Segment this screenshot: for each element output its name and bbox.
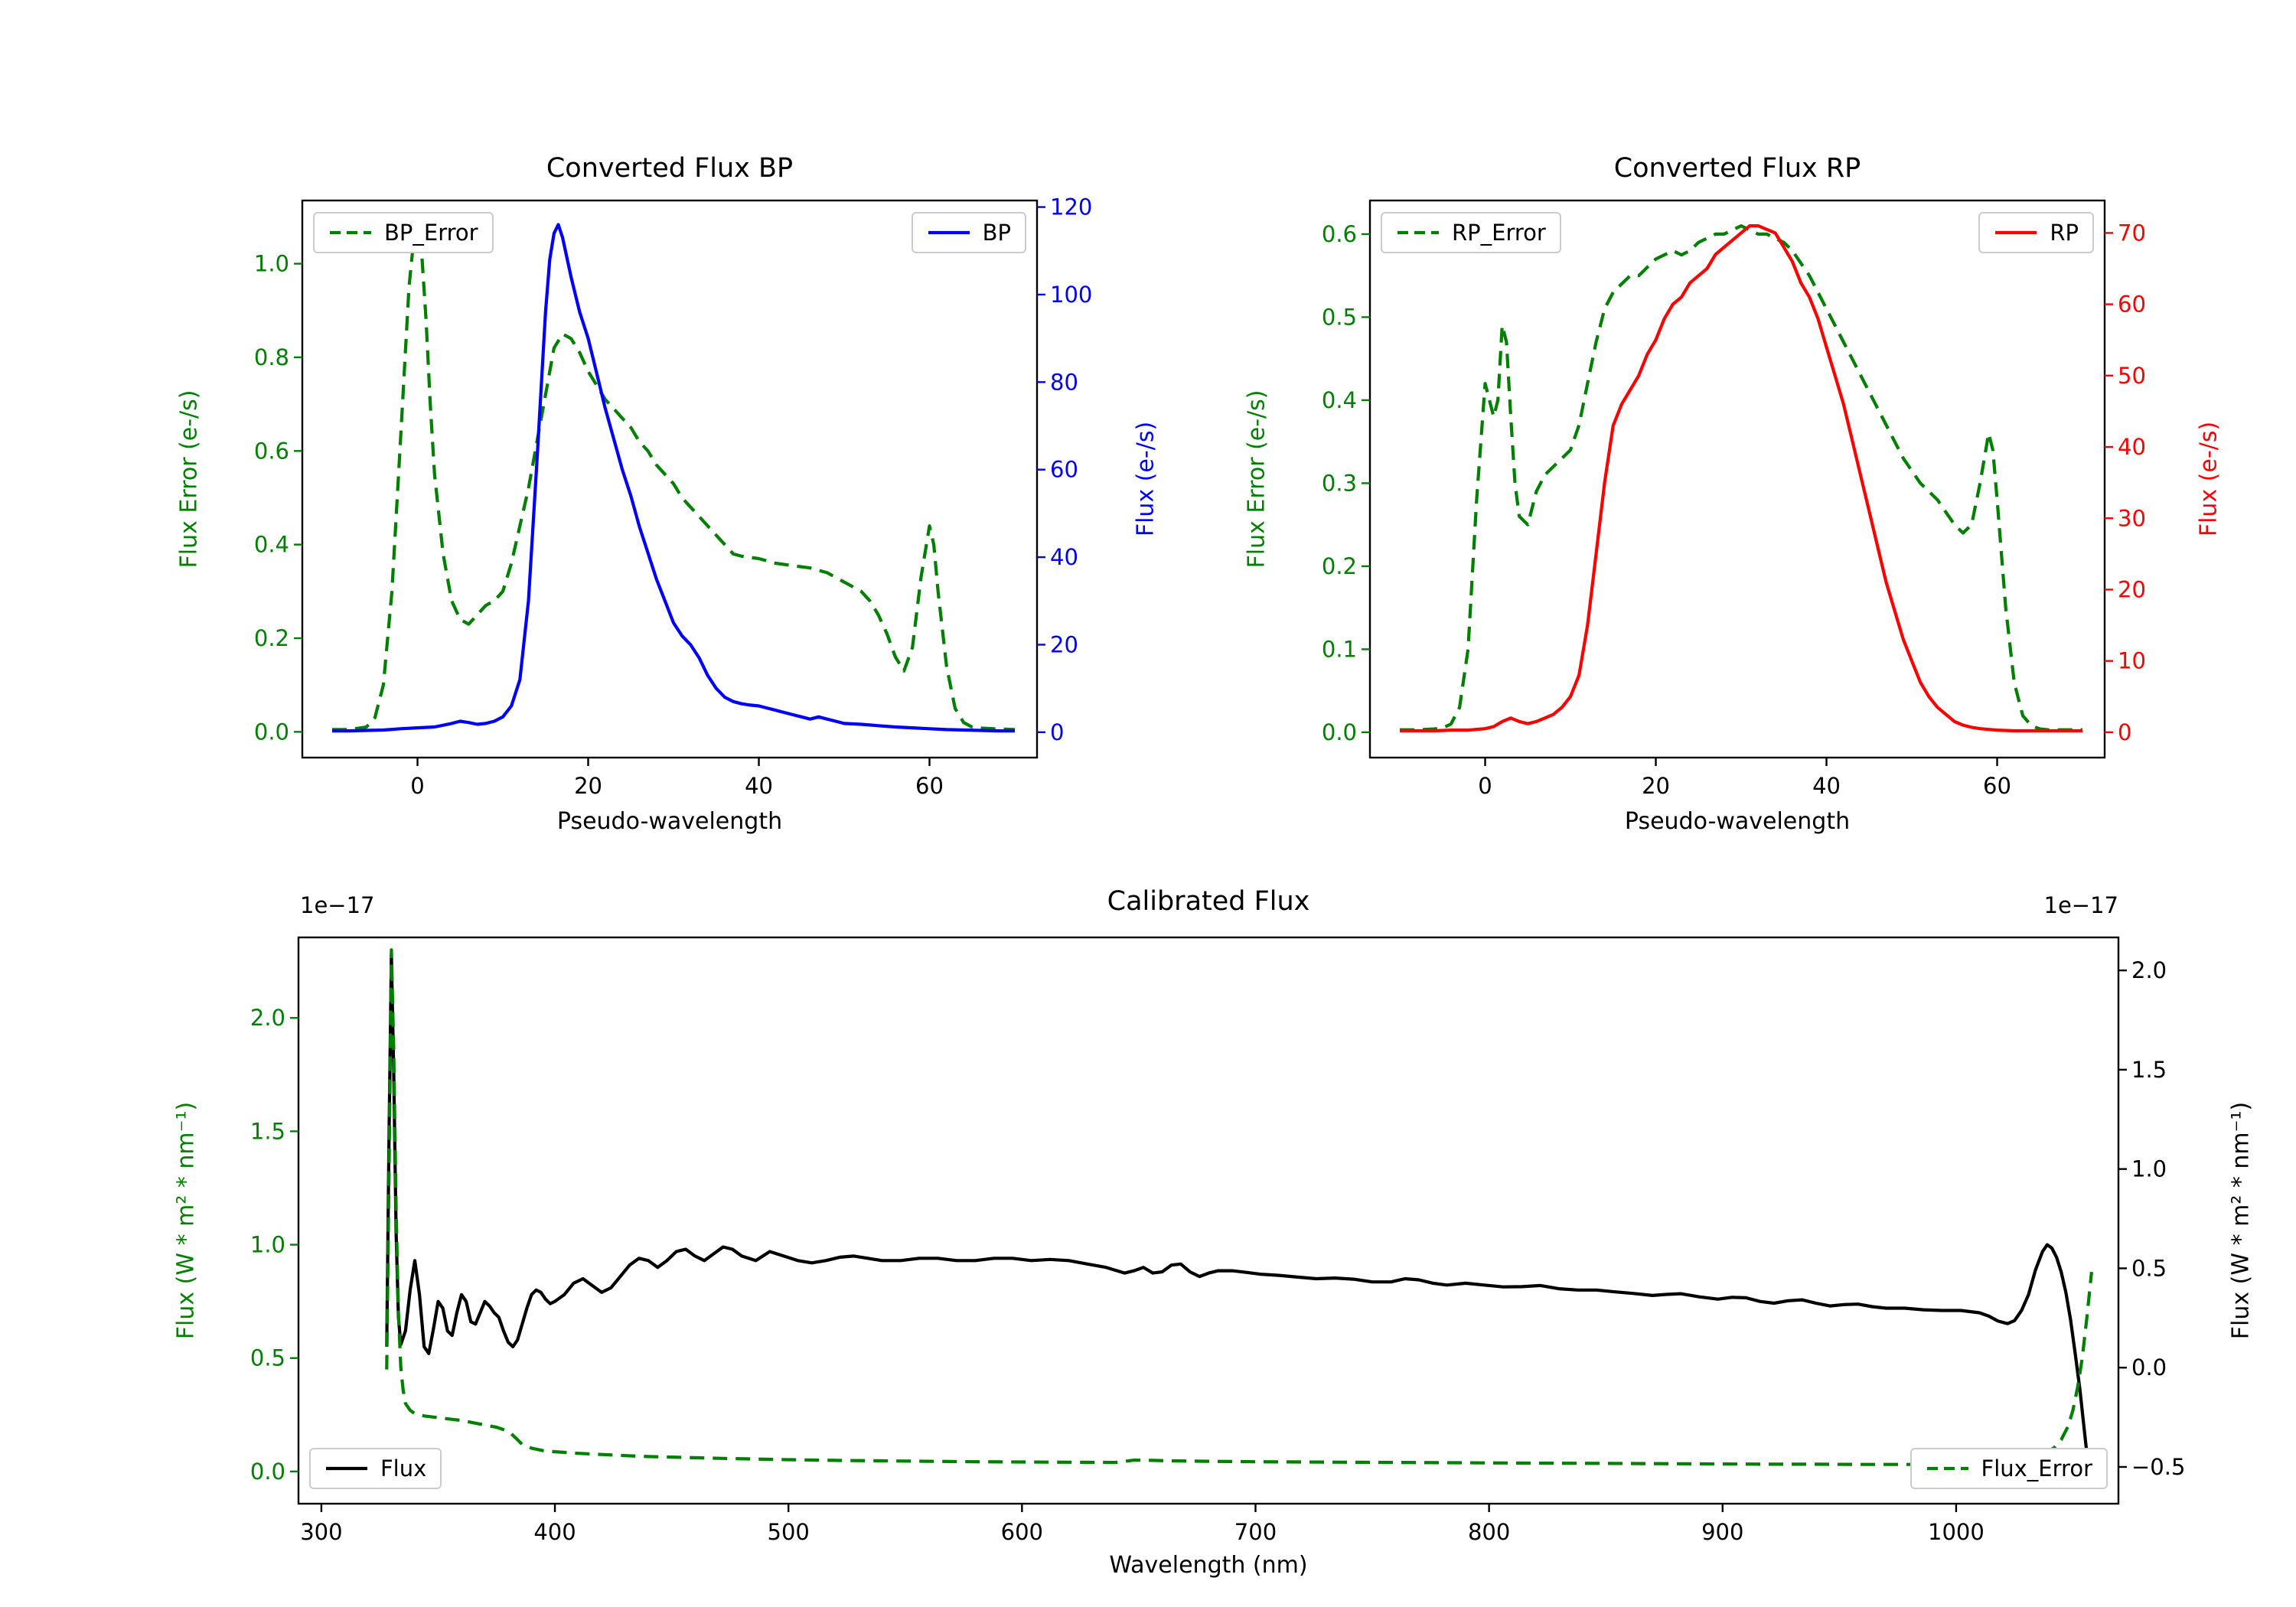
legend-rp: RP (1978, 212, 2094, 253)
svg-text:0.2: 0.2 (1322, 553, 1357, 579)
ylabel-bp-flux: Flux (e-/s) (1132, 421, 1159, 537)
legend-bp_error: BP_Error (313, 212, 494, 253)
svg-text:1.5: 1.5 (250, 1118, 285, 1144)
xlabel-rp: Pseudo-wavelength (1624, 808, 1851, 835)
svg-text:60: 60 (915, 773, 944, 799)
svg-text:20: 20 (1642, 773, 1670, 799)
legend-label: RP (2050, 220, 2079, 246)
svg-text:20: 20 (2118, 576, 2146, 602)
legend-line-sample-icon (1397, 230, 1439, 235)
legend-flux_error: Flux_Error (1910, 1448, 2108, 1489)
svg-text:1.0: 1.0 (254, 251, 289, 277)
series-line-bp (332, 223, 1015, 733)
svg-text:0.4: 0.4 (1322, 387, 1357, 413)
legend-label: Flux_Error (1981, 1455, 2092, 1482)
svg-text:0.4: 0.4 (254, 532, 289, 558)
axes-frame-bp (301, 199, 1039, 759)
svg-text:0: 0 (1050, 719, 1064, 745)
axes-frame-cal (297, 936, 2120, 1505)
svg-text:−0.5: −0.5 (2131, 1454, 2185, 1480)
svg-text:50: 50 (2118, 363, 2146, 389)
svg-text:30: 30 (2118, 505, 2146, 531)
svg-text:0.5: 0.5 (250, 1345, 285, 1371)
svg-text:20: 20 (1050, 631, 1078, 657)
legend-line-sample-icon (326, 1466, 367, 1471)
xlabel-bp: Pseudo-wavelength (556, 808, 783, 835)
svg-text:0.0: 0.0 (1322, 719, 1357, 745)
legend-label: RP_Error (1452, 220, 1546, 246)
svg-text:500: 500 (768, 1519, 810, 1545)
legend-label: BP (982, 220, 1011, 246)
offset-text-left: 1e−17 (300, 892, 375, 918)
svg-text:0.6: 0.6 (254, 438, 289, 464)
svg-text:40: 40 (745, 773, 773, 799)
svg-text:0.5: 0.5 (1322, 304, 1357, 330)
series-line-rp (1400, 224, 2082, 733)
svg-text:0.2: 0.2 (254, 625, 289, 651)
ylabel-bp-error: Flux Error (e-/s) (175, 390, 203, 569)
svg-text:0.0: 0.0 (2131, 1354, 2167, 1380)
series-line-flux (385, 953, 2093, 1486)
svg-text:0: 0 (410, 773, 424, 799)
svg-text:40: 40 (2118, 434, 2146, 460)
svg-text:0.1: 0.1 (1322, 636, 1357, 662)
svg-text:0: 0 (1478, 773, 1492, 799)
ylabel-calibrated-left: Flux (W * m² * nm⁻¹) (172, 1101, 200, 1340)
svg-text:2.0: 2.0 (2131, 957, 2167, 983)
svg-text:100: 100 (1050, 282, 1092, 308)
title-calibrated-flux: Calibrated Flux (1107, 886, 1310, 917)
axes-frame-rp (1368, 199, 2106, 759)
legend-line-sample-icon (928, 230, 970, 235)
svg-text:900: 900 (1701, 1519, 1743, 1545)
svg-text:0: 0 (2118, 719, 2131, 745)
svg-text:2.0: 2.0 (250, 1005, 285, 1031)
series-line-rp_error (1400, 224, 2082, 732)
legend-line-sample-icon (1926, 1466, 1968, 1471)
svg-text:700: 700 (1234, 1519, 1277, 1545)
legend-label: BP_Error (384, 220, 478, 246)
xlabel-calibrated: Wavelength (nm) (1109, 1552, 1308, 1579)
svg-text:20: 20 (574, 773, 602, 799)
svg-text:60: 60 (1050, 457, 1078, 483)
svg-text:70: 70 (2118, 220, 2146, 246)
legend-flux: Flux (309, 1448, 442, 1489)
svg-text:40: 40 (1050, 544, 1078, 570)
legend-line-sample-icon (330, 230, 371, 235)
legend-label: Flux (380, 1455, 427, 1482)
svg-text:0.3: 0.3 (1322, 470, 1357, 496)
svg-text:400: 400 (533, 1519, 576, 1545)
svg-text:0.0: 0.0 (254, 719, 289, 745)
svg-text:0.0: 0.0 (250, 1459, 285, 1485)
title-converted-flux-rp: Converted Flux RP (1613, 153, 1861, 184)
svg-text:120: 120 (1050, 194, 1092, 220)
svg-text:1.5: 1.5 (2131, 1057, 2167, 1083)
svg-text:1.0: 1.0 (250, 1232, 285, 1258)
series-line-bp_error (332, 224, 1016, 732)
legend-rp_error: RP_Error (1381, 212, 1561, 253)
legend-line-sample-icon (1995, 230, 2037, 235)
offset-text-right: 1e−17 (2043, 892, 2119, 918)
series-line-flux_error (385, 948, 2093, 1466)
svg-text:300: 300 (300, 1519, 342, 1545)
svg-text:0.6: 0.6 (1322, 221, 1357, 247)
svg-text:0.8: 0.8 (254, 344, 289, 370)
legend-bp: BP (911, 212, 1026, 253)
svg-text:40: 40 (1812, 773, 1841, 799)
title-converted-flux-bp: Converted Flux BP (546, 153, 794, 184)
svg-text:60: 60 (2118, 292, 2146, 318)
svg-text:60: 60 (1983, 773, 2011, 799)
svg-text:1.0: 1.0 (2131, 1156, 2167, 1182)
svg-text:10: 10 (2118, 648, 2146, 674)
ylabel-rp-flux: Flux (e-/s) (2195, 421, 2223, 537)
ylabel-rp-error: Flux Error (e-/s) (1243, 390, 1270, 569)
svg-text:600: 600 (1001, 1519, 1043, 1545)
svg-text:1000: 1000 (1928, 1519, 1985, 1545)
svg-text:0.5: 0.5 (2131, 1255, 2167, 1281)
ylabel-calibrated-right: Flux (W * m² * nm⁻¹) (2227, 1101, 2255, 1340)
svg-text:80: 80 (1050, 369, 1078, 395)
svg-text:800: 800 (1468, 1519, 1510, 1545)
